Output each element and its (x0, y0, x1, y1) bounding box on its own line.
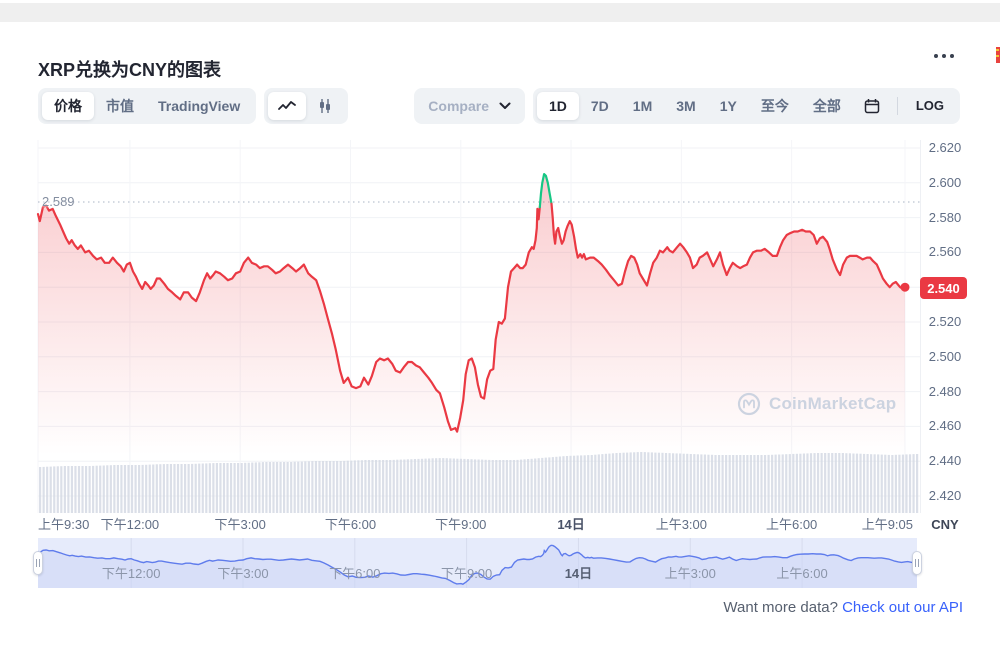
range-7d[interactable]: 7D (590, 98, 609, 114)
x-tick-label: 14日 (557, 517, 585, 532)
price-line-up-segment (538, 173, 553, 209)
x-tick-label: 下午6:00 (324, 517, 377, 532)
y-tick-label: 2.620 (928, 140, 962, 155)
more-icon[interactable] (930, 50, 958, 62)
current-price-badge: 2.540 (920, 277, 967, 299)
edge-widget-sliver (996, 47, 1000, 63)
x-tick-label: 下午9:00 (435, 517, 487, 532)
y-tick-label: 2.580 (928, 209, 962, 225)
y-tick-label: 2.500 (928, 348, 962, 364)
tab-tradingview[interactable]: TradingView (158, 98, 241, 114)
navigator-right-handle[interactable] (912, 551, 922, 575)
chart-tabs: 价格 市值 TradingView (38, 88, 257, 124)
x-tick-label: 上午9:30 (38, 517, 90, 532)
range-selector: 1D 7D 1M 3M 1Y 至今 全部 LOG (532, 88, 960, 124)
price-area-fill (38, 174, 905, 455)
page-top-strip (0, 3, 1000, 22)
price-line (36, 173, 907, 433)
y-tick-label: 2.560 (928, 244, 962, 260)
navigator-area-fill (38, 545, 917, 588)
last-price-dot (900, 282, 910, 292)
range-1d[interactable]: 1D (536, 92, 579, 120)
x-tick-label: 上午6:00 (765, 517, 818, 532)
chart-toolbar: 价格 市值 TradingView Compare 1D 7D 1M 3M 1Y 至 (38, 88, 960, 124)
toolbar-divider (896, 97, 898, 115)
chevron-down-icon (499, 102, 511, 110)
prev-close-label: 2.589 (42, 194, 75, 209)
price-line-down-segment (550, 202, 907, 290)
price-line-down-segment (36, 204, 541, 433)
api-link[interactable]: Check out our API (842, 599, 963, 616)
range-至今[interactable]: 至今 (760, 98, 789, 114)
navigator-line (37, 544, 918, 585)
range-1m[interactable]: 1M (632, 98, 653, 114)
api-promo-text: Want more data? (723, 599, 838, 616)
log-scale-button[interactable]: LOG (915, 98, 944, 113)
y-tick-label: 2.600 (928, 174, 962, 190)
y-tick-label: 2.440 (928, 453, 962, 469)
x-tick-label: 上午9:05 (861, 517, 913, 532)
compare-label: Compare (428, 98, 489, 114)
candlestick-icon[interactable] (306, 92, 344, 120)
calendar-icon[interactable] (853, 92, 891, 120)
currency-unit-label: CNY (931, 517, 959, 532)
y-axis-border (920, 140, 921, 513)
range-3m[interactable]: 3M (676, 98, 696, 114)
x-tick-label: 上午3:00 (655, 517, 707, 532)
range-1y[interactable]: 1Y (719, 98, 737, 114)
range-全部[interactable]: 全部 (812, 98, 841, 114)
y-tick-label: 2.520 (928, 314, 962, 329)
navigator-left-handle[interactable] (33, 551, 43, 575)
tab-marketcap[interactable]: 市值 (106, 98, 134, 114)
x-tick-label: 下午12:00 (100, 517, 160, 532)
volume-bars (39, 452, 919, 514)
y-tick-label: 2.480 (928, 383, 962, 399)
tab-price[interactable]: 价格 (42, 92, 94, 120)
y-tick-label: 2.460 (928, 418, 962, 434)
chart-type-switch (264, 88, 349, 124)
page-title: XRP兑换为CNY的图表 (38, 60, 222, 81)
x-tick-label: 下午3:00 (214, 517, 266, 532)
api-promo: Want more data? Check out our API (723, 599, 963, 616)
compare-button[interactable]: Compare (414, 88, 525, 124)
line-chart-icon[interactable] (268, 92, 307, 120)
y-tick-label: 2.420 (928, 488, 962, 503)
